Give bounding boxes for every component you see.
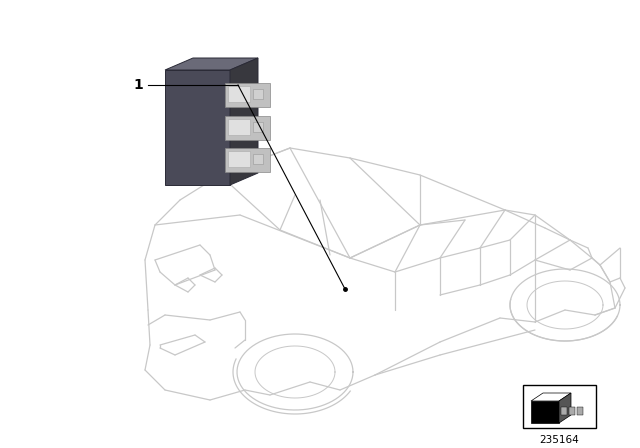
Bar: [253, 122, 263, 132]
Bar: [228, 86, 250, 102]
Bar: [225, 148, 270, 172]
Polygon shape: [230, 58, 258, 185]
Bar: [225, 116, 270, 140]
Polygon shape: [165, 58, 258, 70]
Bar: [577, 407, 583, 415]
Bar: [165, 70, 230, 185]
Text: 1: 1: [133, 78, 143, 92]
Bar: [569, 407, 575, 415]
Text: 235164: 235164: [539, 435, 579, 445]
Bar: [228, 119, 250, 135]
Bar: [225, 83, 270, 107]
Bar: [523, 385, 596, 428]
Bar: [561, 407, 567, 415]
Bar: [228, 151, 250, 167]
Bar: [253, 154, 263, 164]
Bar: [531, 401, 559, 423]
Polygon shape: [559, 393, 571, 423]
Bar: [253, 89, 263, 99]
Polygon shape: [531, 393, 571, 401]
